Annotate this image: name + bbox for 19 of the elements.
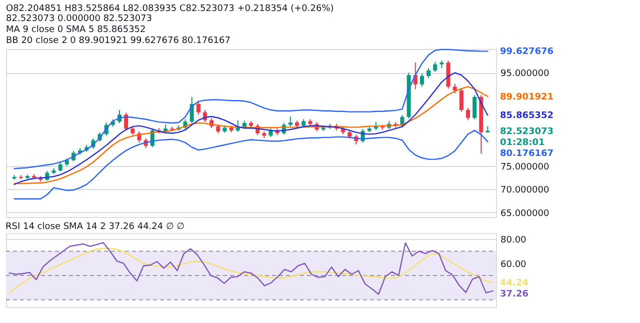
y-tick-label: 70.000000: [500, 186, 550, 196]
text: 01:28:01: [500, 138, 545, 148]
chart-title: O82.204851 H83.525864 L82.083935 C82.523073 +0.218354 (+0.26%): [6, 4, 334, 14]
text: 82.523073 0.000000 82.523073: [6, 14, 152, 24]
data-label: 89.901921: [500, 92, 554, 102]
y-tick-label: 60.00: [500, 260, 527, 270]
text: MA 9 close 0 SMA 5 85.865352: [6, 25, 146, 36]
data-label: 85.865352: [500, 111, 554, 122]
text: 82.523073: [500, 126, 554, 137]
data-label: 37.26: [500, 289, 528, 300]
y-tick-label: 95.000000: [500, 69, 550, 80]
y-tick-label: 65.000000: [500, 208, 550, 219]
data-label: 44.24: [500, 278, 528, 288]
y-tick-label: 75.000000: [500, 162, 550, 172]
data-label: 80.176167: [500, 148, 554, 159]
y-tick-label: 80.00: [500, 236, 527, 246]
chart-title: RSI 14 close SMA 14 2 37.26 44.24 ∅ ∅: [6, 222, 185, 232]
data-label: 99.627676: [500, 47, 554, 58]
text: BB 20 close 2 0 89.901921 99.627676 80.176167: [6, 36, 230, 46]
